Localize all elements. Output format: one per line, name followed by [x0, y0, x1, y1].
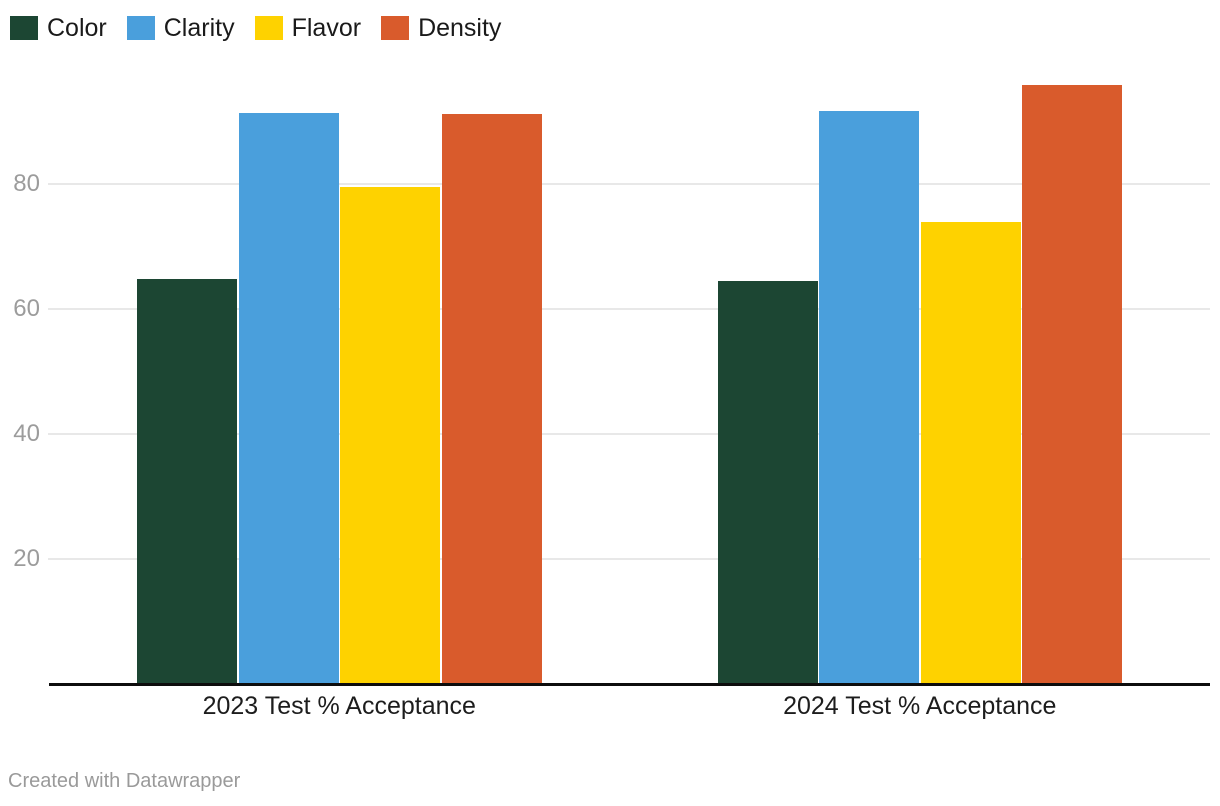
legend-label-clarity: Clarity: [163, 14, 235, 42]
x-axis-label-2024: 2024 Test % Acceptance: [783, 692, 1057, 720]
gridline-60: [48, 308, 1210, 310]
bar-2024-clarity: [819, 110, 919, 684]
bar-2024-color: [717, 280, 818, 684]
legend-swatch-density: [381, 16, 410, 40]
legend-label-density: Density: [418, 14, 502, 42]
y-tick-label-80: 80: [13, 170, 40, 197]
bar-2024-density: [1022, 84, 1122, 684]
bar-2024-flavor: [920, 222, 1021, 684]
legend-swatch-flavor: [254, 16, 283, 40]
bar-2023-flavor: [340, 187, 440, 684]
x-axis-label-2023: 2023 Test % Acceptance: [202, 692, 476, 720]
legend: Color Clarity Flavor Density: [10, 14, 501, 42]
y-tick-label-20: 20: [13, 545, 40, 572]
y-tick-label-40: 40: [13, 420, 40, 447]
legend-item-color: Color: [10, 14, 107, 42]
gridline-80: [48, 183, 1210, 185]
legend-label-flavor: Flavor: [291, 14, 362, 42]
legend-label-color: Color: [47, 14, 107, 42]
x-axis-line: [49, 683, 1210, 686]
legend-item-clarity: Clarity: [126, 14, 235, 42]
datawrapper-credit-link[interactable]: Created with Datawrapper: [8, 770, 241, 792]
legend-item-density: Density: [381, 14, 501, 42]
legend-swatch-clarity: [126, 16, 155, 40]
gridline-40: [48, 433, 1210, 435]
bar-2023-clarity: [238, 113, 339, 684]
bar-2023-color: [137, 279, 237, 684]
bar-2023-density: [441, 114, 542, 684]
y-tick-label-60: 60: [13, 295, 40, 322]
legend-item-flavor: Flavor: [254, 14, 362, 42]
legend-swatch-color: [10, 16, 38, 40]
gridline-20: [48, 558, 1210, 560]
